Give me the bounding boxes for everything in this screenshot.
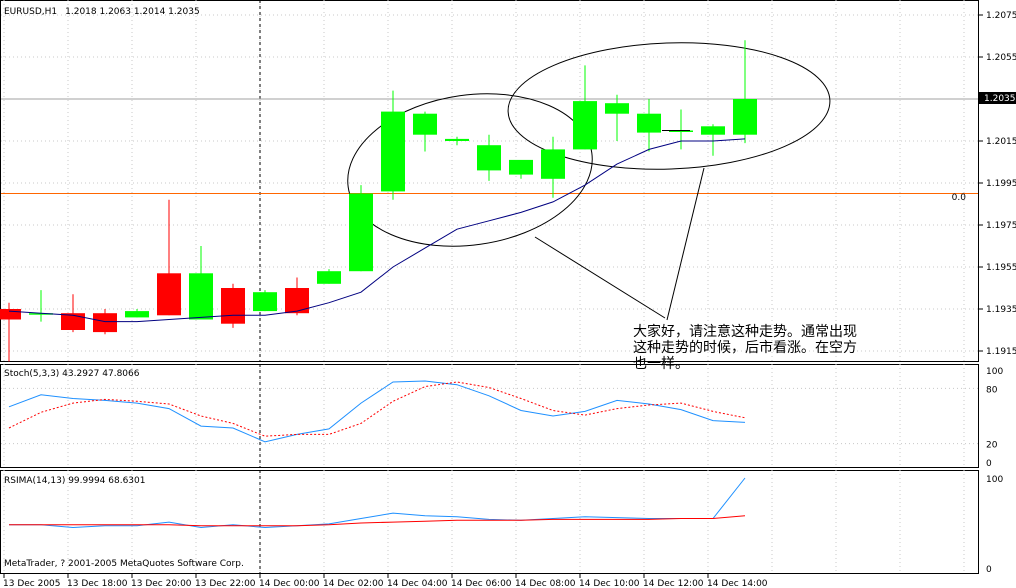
time-tick-label: 14 Dec 04:00 <box>387 579 448 588</box>
candle-body <box>605 103 629 114</box>
candle-body <box>125 311 149 318</box>
rsi-line <box>9 477 746 529</box>
candle-body <box>221 288 245 324</box>
candle-body <box>0 309 21 320</box>
axis-ticks: 1.2075 1.2055 1.2015 1.1995 1.1975 1.1955 1.19… <box>3 11 1016 588</box>
candle-body <box>733 99 757 135</box>
grid-lines <box>1 0 978 574</box>
candle-body <box>189 273 213 320</box>
stoch-tick-label: 100 <box>986 367 1003 377</box>
annotation-note-line-1: 大家好，请注意这种走势。通常出现 <box>633 323 857 340</box>
rsima-label: RSIMA(14,13) 99.9994 68.6301 <box>4 476 146 486</box>
time-tick-label: 13 Dec 2005 <box>3 579 61 588</box>
time-tick-label: 13 Dec 22:00 <box>195 579 256 588</box>
candle-body <box>349 193 373 272</box>
price-tick-label: 1.2075 <box>986 11 1016 21</box>
time-tick-label: 13 Dec 18:00 <box>67 579 128 588</box>
candle-body <box>61 313 85 330</box>
price-tick-label: 1.2055 <box>986 53 1016 63</box>
copyright-label: MetaTrader, ? 2001-2005 MetaQuotes Softw… <box>4 559 244 569</box>
indicator-lines <box>8 138 746 529</box>
stoch-signal-line <box>8 381 746 437</box>
rsi-ma-line <box>9 515 746 527</box>
rsima-pane-frame <box>0 470 979 574</box>
price-tick-label: 1.2015 <box>986 137 1016 147</box>
candle-body <box>541 149 565 179</box>
candles <box>0 40 757 362</box>
rsima-tick-label: 0 <box>986 565 992 575</box>
annotation-ellipses <box>347 42 831 321</box>
stoch-label: Stoch(5,3,3) 43.2927 47.8066 <box>4 369 140 379</box>
time-tick-label: 14 Dec 08:00 <box>515 579 576 588</box>
moving-average-line <box>8 138 746 323</box>
candle-body <box>669 130 693 132</box>
price-tick-label: 1.1975 <box>986 221 1016 231</box>
annotation-ellipse-left <box>347 93 593 247</box>
annotation-note-line-2: 这种走势的时候，后市看涨。在空方 <box>633 339 857 356</box>
time-tick-label: 14 Dec 00:00 <box>259 579 320 588</box>
current-price-box <box>979 92 1016 104</box>
stoch-tick-label: 0 <box>986 459 992 469</box>
annotation-note-line-3: 也一样。 <box>633 356 689 372</box>
time-tick-label: 14 Dec 10:00 <box>579 579 640 588</box>
candle-body <box>93 313 117 333</box>
candle-body <box>413 113 437 135</box>
candle-body <box>509 159 533 175</box>
price-tick-label: 1.1935 <box>986 305 1016 315</box>
rsima-tick-label: 100 <box>986 475 1003 485</box>
time-tick-label: 14 Dec 12:00 <box>643 579 704 588</box>
time-tick-label: 14 Dec 14:00 <box>707 579 768 588</box>
price-tick-label: 1.1915 <box>986 347 1016 357</box>
candle-body <box>317 271 341 284</box>
candle-body <box>477 145 501 171</box>
level-line-label: 0.0 <box>952 193 967 203</box>
candle-body <box>157 273 181 316</box>
time-tick-label: 14 Dec 02:00 <box>323 579 384 588</box>
annotation-ellipse-right <box>507 42 831 170</box>
candle-body <box>637 113 661 133</box>
stoch-pane-frame <box>0 364 979 468</box>
symbol-label: EURUSD,H1 1.2018 1.2063 1.2014 1.2035 <box>4 7 200 17</box>
price-tick-label: 1.1955 <box>986 263 1016 273</box>
price-pane-frame <box>0 0 979 362</box>
current-price-label: 1.2035 <box>984 94 1016 104</box>
candle-body <box>701 126 725 135</box>
price-tick-label: 1.1995 <box>986 179 1016 189</box>
stoch-tick-label: 20 <box>986 441 998 451</box>
time-tick-label: 14 Dec 06:00 <box>451 579 512 588</box>
candle-body <box>381 111 405 192</box>
candle-body <box>253 292 277 312</box>
pointer-line-right <box>666 167 705 321</box>
candle-body <box>573 101 597 150</box>
stoch-main-line <box>8 380 746 443</box>
candle-body <box>445 138 469 141</box>
candle-body <box>285 288 309 314</box>
pointer-line-left <box>534 236 666 319</box>
candle-body <box>29 313 53 315</box>
stoch-tick-label: 80 <box>986 385 998 395</box>
time-tick-label: 13 Dec 20:00 <box>131 579 192 588</box>
